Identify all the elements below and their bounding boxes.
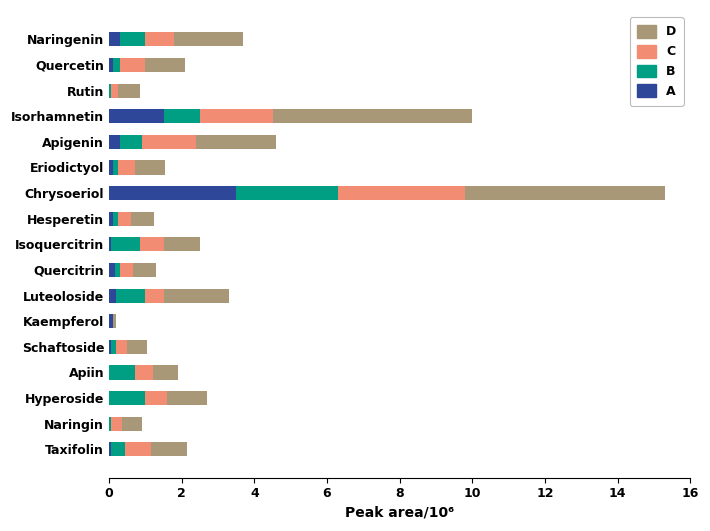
Bar <box>196 135 276 149</box>
Bar <box>175 32 244 46</box>
Bar <box>109 186 236 200</box>
Bar <box>134 365 153 380</box>
Bar <box>163 109 200 123</box>
Bar <box>120 58 146 72</box>
Bar <box>116 340 127 354</box>
Bar <box>111 83 118 98</box>
Bar <box>118 212 131 226</box>
Bar <box>168 391 207 405</box>
Bar <box>111 340 116 354</box>
Bar <box>113 314 116 328</box>
Bar <box>118 160 134 175</box>
Bar <box>120 263 133 277</box>
Bar <box>114 263 120 277</box>
Bar <box>142 135 196 149</box>
Legend: D, C, B, A: D, C, B, A <box>630 18 684 106</box>
Bar <box>146 391 168 405</box>
Bar <box>120 32 146 46</box>
Bar <box>109 135 120 149</box>
Bar <box>163 237 200 251</box>
Bar <box>465 186 665 200</box>
Bar <box>109 32 120 46</box>
Bar <box>109 417 111 431</box>
Bar <box>111 237 140 251</box>
Bar <box>273 109 472 123</box>
Bar <box>146 32 175 46</box>
Bar <box>200 109 273 123</box>
Bar <box>109 442 111 457</box>
Bar <box>109 365 134 380</box>
Bar <box>109 288 116 303</box>
Bar <box>146 288 163 303</box>
Bar <box>127 340 147 354</box>
Bar <box>109 58 113 72</box>
Bar <box>109 314 113 328</box>
X-axis label: Peak area/10⁶: Peak area/10⁶ <box>345 506 454 520</box>
Bar <box>116 288 146 303</box>
Bar <box>163 288 229 303</box>
Bar <box>133 263 156 277</box>
Bar <box>109 160 113 175</box>
Bar <box>111 417 122 431</box>
Bar <box>122 417 142 431</box>
Bar <box>338 186 465 200</box>
Bar <box>134 160 165 175</box>
Bar <box>109 237 111 251</box>
Bar <box>146 58 185 72</box>
Bar <box>140 237 163 251</box>
Bar <box>131 212 155 226</box>
Bar <box>153 365 178 380</box>
Bar <box>109 263 114 277</box>
Bar <box>109 340 111 354</box>
Bar <box>109 391 146 405</box>
Bar <box>236 186 338 200</box>
Bar <box>109 83 111 98</box>
Bar <box>113 160 118 175</box>
Bar <box>120 135 142 149</box>
Bar <box>151 442 187 457</box>
Bar <box>111 442 126 457</box>
Bar <box>109 109 163 123</box>
Bar <box>126 442 151 457</box>
Bar <box>113 58 120 72</box>
Bar <box>118 83 140 98</box>
Bar <box>113 212 118 226</box>
Bar <box>109 212 113 226</box>
